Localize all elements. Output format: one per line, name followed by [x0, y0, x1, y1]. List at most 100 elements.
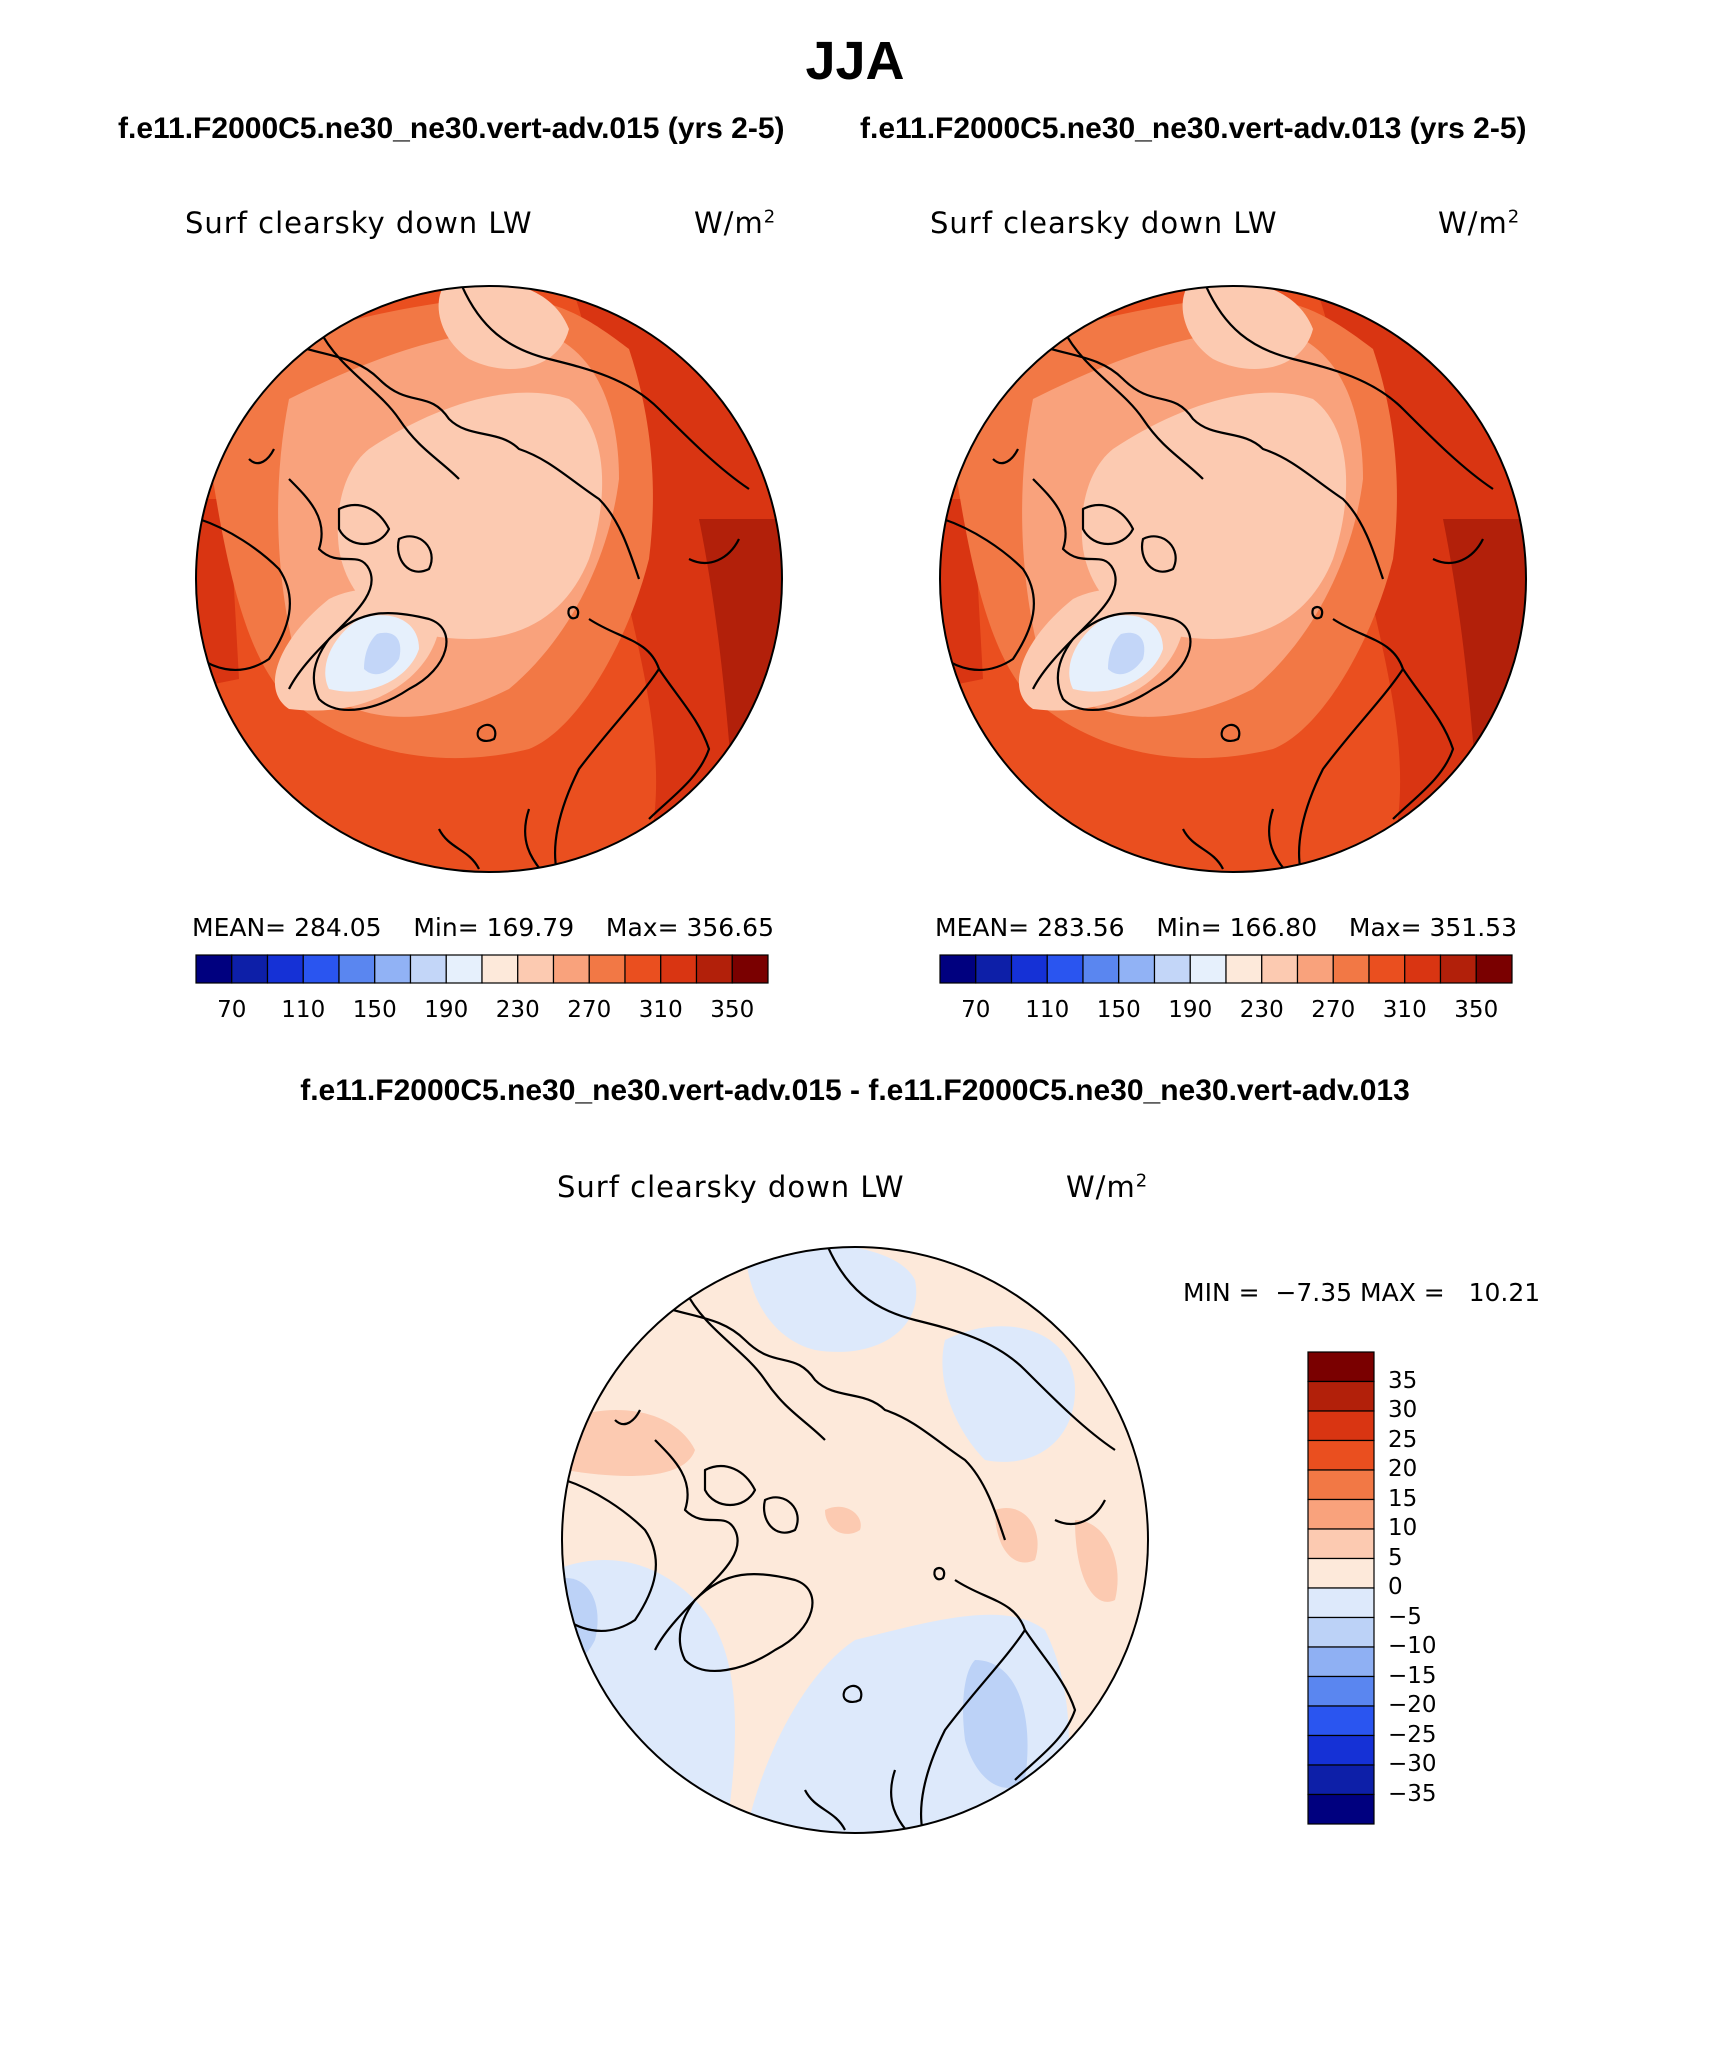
left-colorbar-tick-label: 270 [567, 997, 612, 1023]
diff-colorbar-swatch [1307, 1410, 1375, 1442]
left-colorbar-swatch [445, 954, 483, 984]
diff-colorbar-swatch [1307, 1469, 1375, 1501]
right-colorbar-swatch [1118, 954, 1156, 984]
left-min-label: Min= [413, 913, 479, 942]
left-max-value: 356.65 [686, 913, 774, 942]
right-colorbar-swatch [1225, 954, 1263, 984]
left-colorbar-swatch [624, 954, 662, 984]
difference-title: f.e11.F2000C5.ne30_ne30.vert-adv.015 - f… [300, 1074, 1410, 1107]
right-colorbar-swatch [1082, 954, 1120, 984]
diff-colorbar-tick-label: 30 [1388, 1397, 1418, 1423]
diff-min-value: −7.35 [1275, 1278, 1353, 1307]
right-colorbar-swatch [1368, 954, 1406, 984]
right-units-label: W/m2 [1438, 206, 1521, 240]
diff-colorbar-swatch [1307, 1380, 1375, 1412]
right-colorbar-swatch [1153, 954, 1191, 984]
right-colorbar-swatch [975, 954, 1013, 984]
left-colorbar-swatch [338, 954, 376, 984]
diff-colorbar-swatch [1307, 1351, 1375, 1383]
right-colorbar-swatch [1046, 954, 1084, 984]
left-min-value: 169.79 [486, 913, 575, 942]
diff-variable-label: Surf clearsky down LW [557, 1170, 905, 1204]
diff-colorbar-swatch [1307, 1557, 1375, 1589]
diff-stats: MIN = −7.35 MAX = 10.21 [1183, 1278, 1540, 1307]
right-max-label: Max= [1348, 913, 1422, 942]
diff-colorbar-swatch [1307, 1793, 1375, 1825]
right-colorbar-tick-label: 230 [1239, 997, 1284, 1023]
diff-colorbar-tick-label: −15 [1388, 1662, 1437, 1689]
diff-colorbar-swatch [1307, 1734, 1375, 1766]
right-colorbar-tick-label: 70 [961, 997, 991, 1023]
right-min-value: 166.80 [1229, 913, 1318, 942]
right-colorbar-tick-label: 190 [1168, 997, 1213, 1023]
left-colorbar-swatch [660, 954, 698, 984]
left-colorbar-swatch [731, 954, 769, 984]
left-colorbar-swatch [195, 954, 233, 984]
left-colorbar-swatch [552, 954, 590, 984]
right-colorbar-tick-label: 310 [1382, 997, 1427, 1023]
left-variable-label: Surf clearsky down LW [185, 206, 533, 240]
figure-title: JJA [805, 31, 905, 91]
left-colorbar-tick-label: 230 [495, 997, 540, 1023]
left-colorbar-swatch [266, 954, 304, 984]
diff-colorbar-tick-label: 10 [1388, 1515, 1418, 1541]
left-mean-label: MEAN= [192, 913, 287, 942]
right-min-label: Min= [1156, 913, 1222, 942]
right-colorbar-swatch [1404, 954, 1442, 984]
diff-colorbar-tick-label: 35 [1388, 1367, 1418, 1394]
left-colorbar-swatch [695, 954, 733, 984]
diff-colorbar-swatch [1307, 1439, 1375, 1471]
right-colorbar-tick-label: 270 [1311, 997, 1356, 1023]
right-colorbar-swatch [939, 954, 977, 984]
diff-colorbar [1307, 1351, 1375, 1825]
right-colorbar-swatch [1189, 954, 1227, 984]
diff-colorbar-swatch [1307, 1616, 1375, 1648]
left-colorbar-swatch [481, 954, 519, 984]
diff-colorbar-tick-label: −10 [1388, 1633, 1437, 1659]
right-colorbar-swatch [1261, 954, 1299, 984]
diff-colorbar-swatch [1307, 1498, 1375, 1530]
diff-colorbar-tick-label: −25 [1388, 1721, 1437, 1748]
diff-colorbar-tick-label: 15 [1388, 1485, 1418, 1512]
right-colorbar-swatch [1296, 954, 1334, 984]
diff-colorbar-tick-label: −5 [1388, 1603, 1422, 1630]
right-colorbar-swatch [1010, 954, 1048, 984]
diff-max-label: MAX = [1360, 1278, 1445, 1307]
diff-colorbar-swatch [1307, 1675, 1375, 1707]
diff-colorbar-swatch [1307, 1646, 1375, 1678]
left-stats: MEAN= 284.05 Min= 169.79 Max= 356.65 [192, 913, 774, 942]
left-colorbar-swatch [302, 954, 340, 984]
left-mean-value: 284.05 [294, 913, 382, 942]
left-colorbar-tick-label: 150 [352, 997, 397, 1023]
left-colorbar-tick-label: 310 [638, 997, 683, 1023]
diff-colorbar-tick-label: 0 [1388, 1574, 1403, 1600]
diff-colorbar-swatch [1307, 1705, 1375, 1737]
right-polar-map [939, 285, 1527, 873]
right-colorbar-tick-label: 350 [1454, 997, 1499, 1023]
right-max-value: 351.53 [1429, 913, 1517, 942]
diff-colorbar-tick-label: 20 [1388, 1456, 1418, 1482]
right-colorbar [939, 954, 1513, 984]
left-colorbar [195, 954, 769, 984]
diff-colorbar-swatch [1307, 1587, 1375, 1619]
right-case-title: f.e11.F2000C5.ne30_ne30.vert-adv.013 (yr… [860, 112, 1527, 145]
diff-colorbar-swatch [1307, 1764, 1375, 1796]
right-mean-label: MEAN= [935, 913, 1030, 942]
left-colorbar-tick-label: 110 [281, 997, 326, 1023]
diff-polar-map [561, 1246, 1149, 1834]
left-colorbar-swatch [231, 954, 269, 984]
left-case-title: f.e11.F2000C5.ne30_ne30.vert-adv.015 (yr… [118, 112, 785, 145]
diff-units-label: W/m2 [1066, 1170, 1149, 1204]
left-colorbar-tick-label: 70 [217, 997, 247, 1023]
left-colorbar-swatch [409, 954, 447, 984]
left-colorbar-tick-label: 350 [710, 997, 755, 1023]
right-colorbar-tick-label: 150 [1096, 997, 1141, 1023]
left-colorbar-swatch [588, 954, 626, 984]
right-variable-label: Surf clearsky down LW [930, 206, 1278, 240]
left-colorbar-swatch [517, 954, 555, 984]
diff-colorbar-tick-label: −20 [1388, 1692, 1437, 1718]
diff-colorbar-tick-label: −35 [1388, 1780, 1437, 1807]
left-colorbar-tick-label: 190 [424, 997, 469, 1023]
diff-colorbar-tick-label: 25 [1388, 1426, 1418, 1453]
